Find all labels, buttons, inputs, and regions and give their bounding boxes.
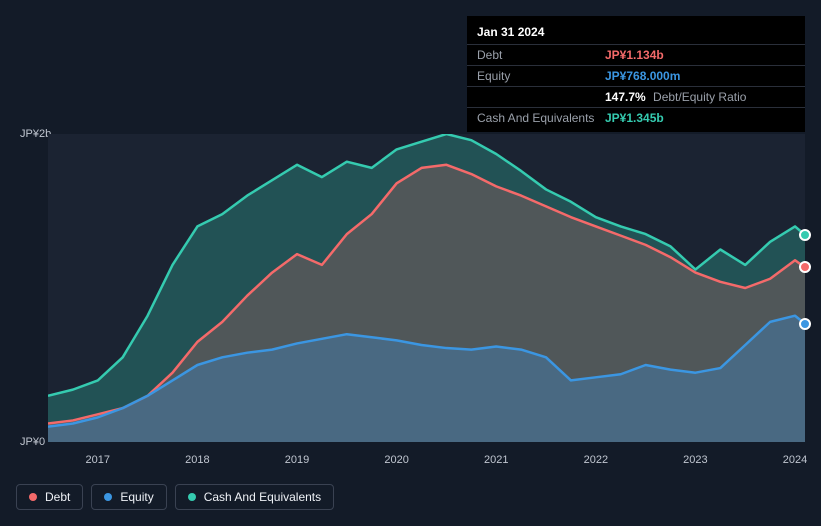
x-axis: 2017 2018 2019 2020 2021 2022 2023 2024 — [48, 452, 805, 472]
tooltip-label: Debt — [477, 48, 605, 62]
chart-svg — [48, 134, 805, 442]
tooltip-value: JP¥1.134b — [605, 48, 664, 62]
y-tick-label: JP¥0 — [20, 436, 45, 448]
x-tick-label: 2019 — [285, 454, 309, 466]
series-marker-debt — [799, 261, 811, 273]
legend-swatch — [104, 493, 112, 501]
tooltip-panel: Jan 31 2024 Debt JP¥1.134b Equity JP¥768… — [467, 16, 805, 132]
tooltip-row-debt: Debt JP¥1.134b — [467, 44, 805, 65]
y-tick-label: JP¥2b — [20, 128, 51, 140]
legend-swatch — [29, 493, 37, 501]
tooltip-row-equity: Equity JP¥768.000m — [467, 65, 805, 86]
series-marker-cash — [799, 229, 811, 241]
series-marker-equity — [799, 318, 811, 330]
x-tick-label: 2018 — [185, 454, 209, 466]
legend-item-equity[interactable]: Equity — [91, 484, 166, 510]
tooltip-label: Equity — [477, 69, 605, 83]
legend-swatch — [188, 493, 196, 501]
tooltip-row-cash: Cash And Equivalents JP¥1.345b — [467, 107, 805, 128]
chart: JP¥2bJP¥0 201720182019202020212022202320… — [16, 120, 805, 472]
legend-label: Cash And Equivalents — [204, 490, 321, 504]
x-tick-label: 2021 — [484, 454, 508, 466]
tooltip-date: Jan 31 2024 — [467, 20, 805, 44]
legend-label: Debt — [45, 490, 70, 504]
legend-label: Equity — [120, 490, 153, 504]
legend: Debt Equity Cash And Equivalents — [16, 484, 334, 510]
tooltip-label — [477, 90, 605, 104]
tooltip-ratio-pct: 147.7% — [605, 90, 646, 104]
tooltip-value: JP¥1.345b — [605, 111, 664, 125]
x-tick-label: 2020 — [384, 454, 408, 466]
tooltip-ratio-label: Debt/Equity Ratio — [653, 90, 746, 104]
legend-item-cash-and-equivalents[interactable]: Cash And Equivalents — [175, 484, 334, 510]
x-tick-label: 2017 — [86, 454, 110, 466]
legend-item-debt[interactable]: Debt — [16, 484, 83, 510]
x-tick-label: 2022 — [584, 454, 608, 466]
x-tick-label: 2023 — [683, 454, 707, 466]
chart-plot-area[interactable] — [48, 134, 805, 442]
x-tick-label: 2024 — [783, 454, 807, 466]
tooltip-row-ratio: 147.7% Debt/Equity Ratio — [467, 86, 805, 107]
tooltip-value: JP¥768.000m — [605, 69, 680, 83]
tooltip-label: Cash And Equivalents — [477, 111, 605, 125]
